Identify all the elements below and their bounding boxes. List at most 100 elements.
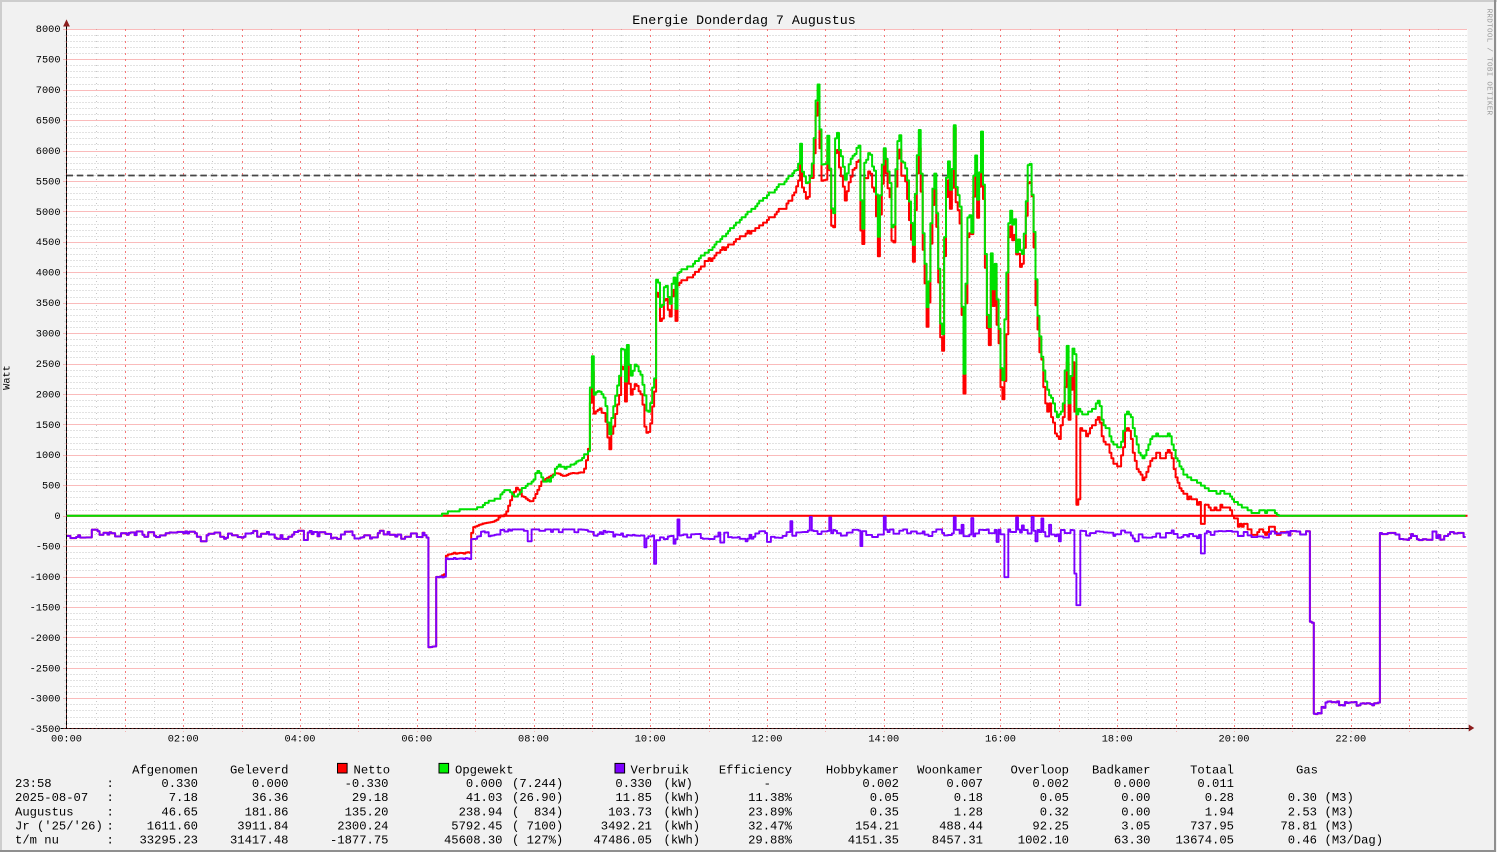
svg-text:4000: 4000 bbox=[36, 268, 61, 280]
svg-text:Overloop: Overloop bbox=[1010, 764, 1069, 778]
svg-text:0.00: 0.00 bbox=[1121, 805, 1150, 819]
svg-text:2025-08-07: 2025-08-07 bbox=[15, 791, 88, 805]
svg-text:0.002: 0.002 bbox=[1032, 777, 1069, 791]
svg-text:0.002: 0.002 bbox=[862, 777, 899, 791]
svg-text:-1877.75: -1877.75 bbox=[330, 834, 389, 848]
svg-text:13674.05: 13674.05 bbox=[1175, 834, 1234, 848]
svg-text:7000: 7000 bbox=[36, 85, 61, 97]
svg-text::: : bbox=[107, 805, 114, 819]
svg-text:47486.05: 47486.05 bbox=[593, 834, 652, 848]
svg-text:Totaal: Totaal bbox=[1190, 764, 1234, 778]
svg-text:10:00: 10:00 bbox=[635, 734, 666, 746]
svg-text:(26.90): (26.90) bbox=[512, 791, 563, 805]
svg-text:(kWh): (kWh) bbox=[664, 805, 701, 819]
svg-text:7500: 7500 bbox=[36, 55, 61, 67]
svg-text:6500: 6500 bbox=[36, 116, 61, 128]
svg-text:3492.21: 3492.21 bbox=[601, 820, 652, 834]
svg-text:-2500: -2500 bbox=[30, 663, 61, 675]
svg-text:32.47%: 32.47% bbox=[748, 820, 793, 834]
svg-text:-0.330: -0.330 bbox=[345, 777, 389, 791]
svg-text::: : bbox=[107, 834, 114, 848]
svg-text::: : bbox=[107, 820, 114, 834]
svg-text:0.011: 0.011 bbox=[1197, 777, 1234, 791]
svg-text:6000: 6000 bbox=[36, 146, 61, 158]
svg-text:-2000: -2000 bbox=[30, 633, 61, 645]
svg-text:1611.60: 1611.60 bbox=[147, 820, 198, 834]
svg-text:737.95: 737.95 bbox=[1190, 820, 1234, 834]
svg-text:1500: 1500 bbox=[36, 420, 61, 432]
svg-text:Hobbykamer: Hobbykamer bbox=[826, 764, 899, 778]
svg-text:-1500: -1500 bbox=[30, 602, 61, 614]
svg-text:8000: 8000 bbox=[36, 24, 61, 36]
svg-text:46.65: 46.65 bbox=[161, 805, 198, 819]
svg-text:0: 0 bbox=[54, 511, 60, 523]
svg-text:23.89%: 23.89% bbox=[748, 805, 793, 819]
svg-text:2300.24: 2300.24 bbox=[337, 820, 388, 834]
svg-text:2000: 2000 bbox=[36, 389, 61, 401]
svg-text:RRDTOOL / TOBI OETIKER: RRDTOOL / TOBI OETIKER bbox=[1485, 9, 1493, 116]
svg-text:16:00: 16:00 bbox=[985, 734, 1016, 746]
svg-text:29.88%: 29.88% bbox=[748, 834, 793, 848]
svg-text:-3000: -3000 bbox=[30, 694, 61, 706]
svg-text:( 7100): ( 7100) bbox=[512, 820, 563, 834]
svg-text:04:00: 04:00 bbox=[285, 734, 316, 746]
svg-text:(7.244): (7.244) bbox=[512, 777, 563, 791]
svg-text:20:00: 20:00 bbox=[1219, 734, 1250, 746]
svg-text:488.44: 488.44 bbox=[939, 820, 983, 834]
svg-text:2500: 2500 bbox=[36, 359, 61, 371]
svg-text:Verbruik: Verbruik bbox=[631, 764, 690, 778]
svg-text:92.25: 92.25 bbox=[1032, 820, 1069, 834]
svg-text:Afgenomen: Afgenomen bbox=[132, 764, 198, 778]
svg-text:Augustus: Augustus bbox=[15, 805, 74, 819]
svg-text:(kWh): (kWh) bbox=[664, 834, 701, 848]
svg-text:-500: -500 bbox=[36, 542, 61, 554]
svg-text:(kW): (kW) bbox=[664, 777, 693, 791]
svg-text:45608.30: 45608.30 bbox=[444, 834, 503, 848]
svg-text:(kWh): (kWh) bbox=[664, 820, 701, 834]
svg-text:0.007: 0.007 bbox=[946, 777, 983, 791]
svg-text:11.38%: 11.38% bbox=[748, 791, 793, 805]
svg-text:4151.35: 4151.35 bbox=[848, 834, 899, 848]
svg-text:78.81: 78.81 bbox=[1280, 820, 1317, 834]
svg-text:(M3/Dag): (M3/Dag) bbox=[1325, 834, 1384, 848]
svg-text:238.94: 238.94 bbox=[459, 805, 503, 819]
svg-text:5000: 5000 bbox=[36, 207, 61, 219]
svg-text:41.03: 41.03 bbox=[466, 791, 503, 805]
svg-text:0.05: 0.05 bbox=[1040, 791, 1069, 805]
svg-text::: : bbox=[107, 791, 114, 805]
svg-text:06:00: 06:00 bbox=[401, 734, 432, 746]
svg-text:0.30: 0.30 bbox=[1288, 791, 1317, 805]
svg-text:02:00: 02:00 bbox=[168, 734, 199, 746]
svg-text:Woonkamer: Woonkamer bbox=[917, 764, 983, 778]
svg-text:Watt: Watt bbox=[2, 365, 14, 390]
svg-text:0.18: 0.18 bbox=[954, 791, 983, 805]
svg-text:135.20: 135.20 bbox=[345, 805, 389, 819]
svg-text:0.46: 0.46 bbox=[1288, 834, 1317, 848]
svg-text:0.330: 0.330 bbox=[161, 777, 198, 791]
svg-text:63.30: 63.30 bbox=[1114, 834, 1151, 848]
svg-text:103.73: 103.73 bbox=[608, 805, 652, 819]
svg-text:-: - bbox=[764, 777, 771, 791]
svg-text:Jr ('25/'26): Jr ('25/'26) bbox=[15, 820, 103, 834]
svg-text:31417.48: 31417.48 bbox=[230, 834, 289, 848]
svg-text:0.28: 0.28 bbox=[1205, 791, 1234, 805]
svg-text:08:00: 08:00 bbox=[518, 734, 549, 746]
svg-text:(M3): (M3) bbox=[1325, 805, 1354, 819]
svg-text:3911.84: 3911.84 bbox=[237, 820, 288, 834]
svg-text:(kWh): (kWh) bbox=[664, 791, 701, 805]
svg-text:11.85: 11.85 bbox=[615, 791, 652, 805]
svg-text:Geleverd: Geleverd bbox=[230, 764, 289, 778]
svg-text:0.000: 0.000 bbox=[466, 777, 503, 791]
svg-text:33295.23: 33295.23 bbox=[139, 834, 198, 848]
svg-text:0.000: 0.000 bbox=[1114, 777, 1151, 791]
svg-text:-1000: -1000 bbox=[30, 572, 61, 584]
svg-text:1000: 1000 bbox=[36, 450, 61, 462]
svg-text:0.35: 0.35 bbox=[870, 805, 899, 819]
svg-text:14:00: 14:00 bbox=[868, 734, 899, 746]
svg-text:181.86: 181.86 bbox=[245, 805, 289, 819]
svg-text:3.05: 3.05 bbox=[1121, 820, 1150, 834]
svg-text:8457.31: 8457.31 bbox=[932, 834, 983, 848]
svg-text:Gas: Gas bbox=[1296, 764, 1318, 778]
svg-text:5792.45: 5792.45 bbox=[451, 820, 502, 834]
svg-text:Opgewekt: Opgewekt bbox=[455, 764, 514, 778]
